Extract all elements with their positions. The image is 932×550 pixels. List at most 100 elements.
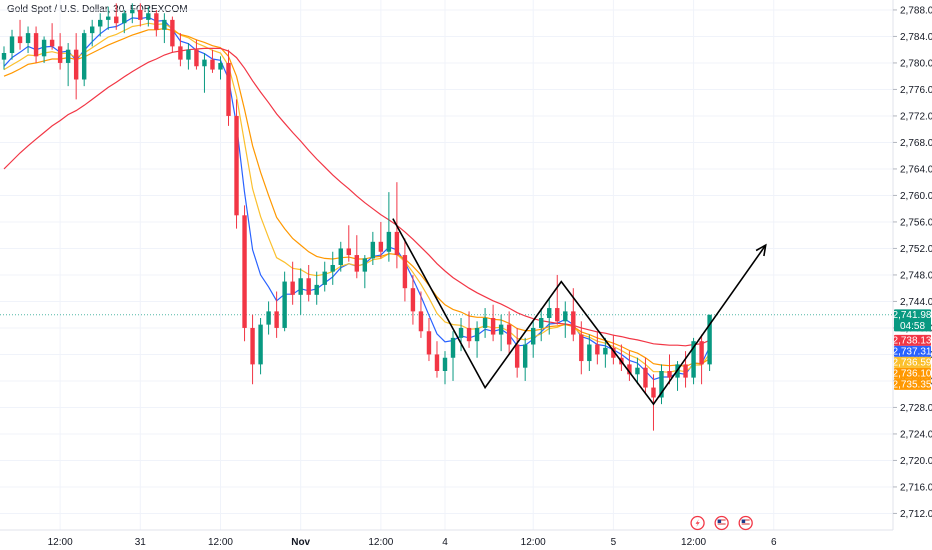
candle-body bbox=[683, 364, 688, 378]
candle-body bbox=[33, 33, 39, 57]
candle-body bbox=[418, 311, 424, 332]
flag-stripe bbox=[717, 521, 726, 523]
candle-body bbox=[571, 311, 576, 335]
time-axis-background bbox=[0, 530, 932, 550]
price-badges: 2,741.9804:582,738.132,737.312,736.592,7… bbox=[893, 309, 932, 390]
candle-body bbox=[394, 231, 400, 256]
candle-body bbox=[522, 344, 528, 368]
candle-body bbox=[162, 19, 167, 30]
time-tick-label: 12:00 bbox=[208, 537, 233, 548]
price-tick-label: 2,776.00 bbox=[900, 85, 932, 96]
candle-body bbox=[587, 344, 592, 362]
candle-body bbox=[474, 327, 480, 342]
w-pattern-drawing[interactable] bbox=[392, 218, 767, 406]
time-tick-label: 12:00 bbox=[48, 537, 73, 548]
candle-body bbox=[611, 347, 616, 358]
price-tick-label: 2,756.00 bbox=[900, 217, 932, 228]
price-tick-label: 2,788.00 bbox=[900, 5, 932, 16]
us-flag-event-icon[interactable] bbox=[714, 515, 729, 531]
candle-body bbox=[595, 344, 600, 355]
candle-body bbox=[154, 13, 159, 30]
moving-average-line bbox=[3, 27, 710, 368]
candle-body bbox=[250, 327, 255, 365]
candle-body bbox=[346, 248, 351, 256]
price-tick-label: 2,768.00 bbox=[900, 138, 932, 149]
time-tick-label: 12:00 bbox=[521, 537, 546, 548]
price-badge-label: 2,737.31 bbox=[893, 346, 932, 357]
price-tick-label: 2,716.00 bbox=[900, 482, 932, 493]
candle-body bbox=[506, 324, 512, 345]
price-tick-label: 2,760.00 bbox=[900, 191, 932, 202]
candle-body bbox=[378, 241, 384, 252]
lightning-event-icon[interactable] bbox=[690, 515, 705, 531]
price-tick-label: 2,772.00 bbox=[900, 111, 932, 122]
price-tick-label: 2,744.00 bbox=[900, 297, 932, 308]
candle-body bbox=[450, 337, 456, 358]
candle-body bbox=[458, 327, 464, 338]
price-axis-background bbox=[893, 0, 932, 550]
price-tick-label: 2,728.00 bbox=[900, 403, 932, 414]
candle-body bbox=[314, 284, 319, 295]
flag-stripe bbox=[717, 519, 726, 521]
candle-body bbox=[170, 19, 175, 47]
candles bbox=[1, 3, 712, 431]
time-tick-label: 12:00 bbox=[681, 537, 706, 548]
candle-body bbox=[218, 62, 223, 70]
candle-body bbox=[410, 288, 416, 312]
grid bbox=[0, 0, 893, 530]
time-tick-label: 12:00 bbox=[368, 537, 393, 548]
candle-body bbox=[282, 281, 287, 328]
event-icons[interactable] bbox=[690, 515, 753, 531]
candle-body bbox=[402, 255, 408, 289]
candle-body bbox=[370, 241, 376, 259]
candle-body bbox=[114, 16, 119, 24]
candle-body bbox=[234, 115, 239, 216]
candle-body bbox=[298, 278, 303, 295]
moving-averages bbox=[3, 16, 711, 381]
us-flag-event-icon[interactable] bbox=[738, 515, 753, 531]
candle-body bbox=[306, 278, 311, 295]
flag-stripe bbox=[741, 521, 750, 523]
candle-body bbox=[667, 371, 672, 378]
candle-body bbox=[707, 314, 712, 365]
price-tick-label: 2,752.00 bbox=[900, 244, 932, 255]
price-badge bbox=[894, 309, 931, 332]
time-tick-label: 5 bbox=[611, 537, 617, 548]
candle-body bbox=[9, 36, 15, 53]
candle-body bbox=[226, 62, 231, 116]
candle-body bbox=[122, 13, 127, 24]
candle-body bbox=[651, 387, 656, 398]
time-axis[interactable]: 12:00 31 12:00 Nov 12:00 4 12:00 5 12:00 6 bbox=[48, 537, 777, 548]
flag-stripe bbox=[741, 523, 750, 525]
candle-body bbox=[322, 271, 327, 285]
candle-body bbox=[89, 26, 95, 34]
candle-body bbox=[73, 49, 79, 80]
candle-body bbox=[555, 308, 560, 322]
candle-body bbox=[258, 324, 263, 365]
flag-canton bbox=[741, 519, 746, 523]
price-badge bbox=[894, 356, 931, 368]
candle-body bbox=[579, 334, 584, 362]
candle-body bbox=[603, 347, 608, 355]
candle-body bbox=[25, 33, 31, 44]
candle-body bbox=[643, 367, 648, 388]
candle-body bbox=[386, 231, 392, 252]
candle-body bbox=[354, 255, 360, 272]
price-tick-label: 2,764.00 bbox=[900, 164, 932, 175]
time-tick-label: 6 bbox=[771, 537, 777, 548]
price-badge bbox=[894, 345, 931, 357]
candle-body bbox=[98, 19, 103, 27]
arrow-head bbox=[755, 243, 767, 257]
candle-body bbox=[130, 9, 135, 14]
price-badge-label: 2,735.35 bbox=[893, 379, 932, 390]
candle-body bbox=[242, 215, 247, 328]
price-tick-label: 2,712.00 bbox=[900, 509, 932, 520]
moving-average-line bbox=[3, 16, 711, 381]
flag-stripe bbox=[741, 525, 750, 527]
w-pattern-line bbox=[392, 218, 767, 406]
candle-body bbox=[482, 318, 488, 328]
price-badge-label: 2,741.98 bbox=[893, 310, 932, 321]
candle-body bbox=[1, 53, 7, 60]
price-badge bbox=[894, 334, 931, 346]
